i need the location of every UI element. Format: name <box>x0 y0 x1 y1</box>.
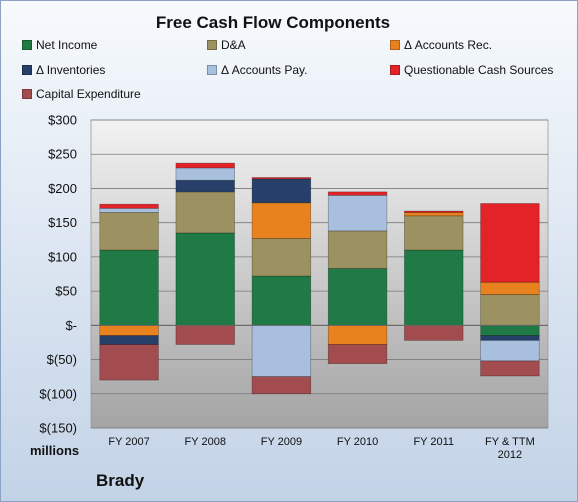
bar-segment <box>251 238 312 277</box>
legend-questionable-cash: Questionable Cash Sources <box>390 63 553 77</box>
legend-swatch <box>22 40 32 50</box>
legend-accounts-pay: Δ Accounts Pay. <box>207 63 308 77</box>
legend-label: Capital Expenditure <box>36 87 141 101</box>
x-tick-label: FY 2008 <box>185 436 226 448</box>
y-tick-label: $(50) <box>47 352 77 367</box>
legend-label: Net Income <box>36 38 98 52</box>
legend-swatch <box>390 40 400 50</box>
bar-segment <box>175 167 235 181</box>
bar-segment <box>99 335 159 345</box>
y-tick-label: $(150) <box>39 421 77 436</box>
bar-segment <box>480 324 540 336</box>
bar-segment <box>251 275 312 326</box>
bar-segment <box>480 335 540 341</box>
bar-segment <box>251 177 312 180</box>
x-tick-label: FY 2007 <box>108 436 149 448</box>
y-tick-label: $50 <box>55 284 77 299</box>
y-tick-label: $300 <box>48 113 77 128</box>
chart-title: Free Cash Flow Components <box>155 13 391 32</box>
bar-segment <box>327 324 388 345</box>
bar-segment <box>251 178 312 204</box>
legend-label: Δ Accounts Pay. <box>221 63 308 77</box>
bar-segment <box>251 324 312 378</box>
x-tick-label: FY 2010 <box>337 436 378 448</box>
company-name: Brady <box>96 471 145 490</box>
x-tick-label: FY 2011 <box>413 436 454 448</box>
bar-segment <box>99 203 159 209</box>
plot-area <box>90 119 549 429</box>
y-tick-label: $250 <box>48 147 77 162</box>
legend-inventories: Δ Inventories <box>22 63 105 77</box>
y-axis-ticks: $300 $250 $200 $150 $100 $50 $- $(50) $(100) $(15… <box>39 113 77 436</box>
bar-segment <box>175 232 235 326</box>
bar-segment <box>99 207 159 213</box>
bar-segment <box>99 249 159 326</box>
bar-segment <box>251 376 312 395</box>
legend-label: Δ Inventories <box>36 63 106 77</box>
legend-swatch <box>22 89 32 99</box>
legend-da: D&A <box>207 38 246 52</box>
bar-segment <box>404 324 464 341</box>
bar-segment <box>99 344 159 381</box>
legend-swatch <box>22 65 32 75</box>
bar-segment <box>480 203 540 283</box>
bar-segment <box>251 202 312 239</box>
bar-segment <box>404 210 464 213</box>
bar-segment <box>327 268 388 326</box>
x-tick-label: FY 2009 <box>261 436 302 448</box>
bar-segment <box>327 344 388 365</box>
bars <box>99 162 540 395</box>
y-tick-label: $100 <box>48 249 77 264</box>
legend-swatch <box>390 65 400 75</box>
bar-segment <box>404 249 464 326</box>
x-tick-label: FY & TTM 2012 <box>485 436 535 461</box>
bar-segment <box>404 212 464 217</box>
y-tick-label: $(100) <box>39 386 77 401</box>
legend-accounts-rec: Δ Accounts Rec. <box>390 38 492 52</box>
bar-segment <box>480 281 540 295</box>
y-tick-label: $150 <box>48 215 77 230</box>
bar-segment <box>175 191 235 234</box>
legend-swatch <box>207 65 217 75</box>
bar-segment <box>480 360 540 377</box>
y-tick-label: $200 <box>48 181 77 196</box>
legend-label: D&A <box>221 38 246 52</box>
legend-label: Questionable Cash Sources <box>404 63 554 77</box>
bar-segment <box>99 212 159 251</box>
x-axis-categories: FY 2007 FY 2008 FY 2009 FY 2010 FY 2011 FY & … <box>108 436 534 461</box>
legend-net-income: Net Income <box>22 38 97 52</box>
y-tick-label: $- <box>65 318 77 333</box>
bar-segment <box>327 230 388 269</box>
legend-capex: Capital Expenditure <box>22 87 141 101</box>
bar-segment <box>327 191 388 196</box>
bar-segment <box>175 162 235 169</box>
bar-segment <box>175 179 235 193</box>
bar-segment <box>327 194 388 232</box>
bar-segment <box>99 324 159 336</box>
bar-segment <box>480 294 540 326</box>
units-label: millions <box>30 443 80 458</box>
legend-swatch <box>207 40 217 50</box>
bar-segment <box>175 324 235 345</box>
legend-label: Δ Accounts Rec. <box>404 38 493 52</box>
bar-segment <box>404 215 464 251</box>
bar-segment <box>480 340 540 362</box>
